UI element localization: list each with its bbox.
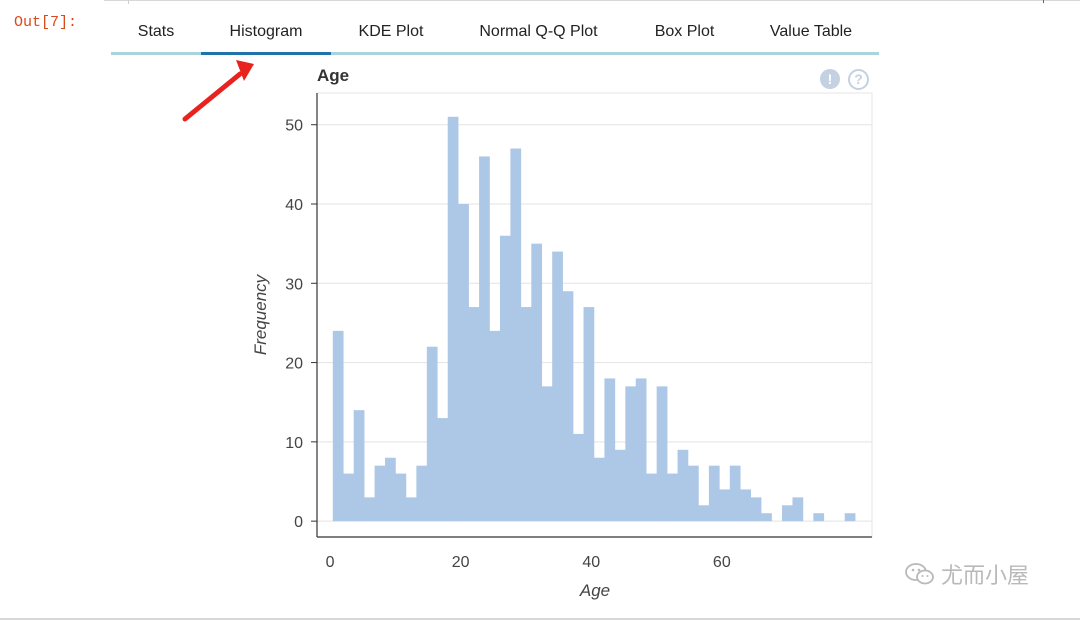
histogram-bar-44: [792, 497, 804, 522]
x-tick-label-3: 60: [713, 554, 731, 571]
red-edge-mark: [1043, 0, 1044, 3]
y-tick-label-4: 40: [285, 197, 303, 214]
watermark-text: 尤而小屋: [941, 563, 1030, 588]
y-tick-label-2: 20: [285, 356, 303, 373]
histogram-bar-5: [385, 457, 396, 522]
cell-top-border: [104, 0, 1080, 4]
y-tick-label-1: 10: [285, 435, 303, 452]
tab-normal-qq-plot[interactable]: Normal Q-Q Plot: [479, 23, 598, 40]
histogram-bar-18: [520, 307, 532, 522]
histogram-bar-4: [374, 465, 386, 522]
histogram-bar-26: [604, 378, 616, 522]
histogram-bar-17: [510, 148, 522, 522]
histogram-bar-7: [405, 497, 417, 522]
histogram-bar-9: [426, 346, 438, 522]
histogram-bar-23: [573, 433, 584, 522]
annotation-arrowhead: [236, 60, 254, 81]
watermark: 尤而小屋: [905, 558, 1029, 590]
tab-kde-plot[interactable]: KDE Plot: [358, 23, 424, 40]
histogram-bar-3: [364, 497, 375, 522]
histogram-bar-21: [552, 251, 563, 522]
histogram-bar-0: [332, 330, 344, 522]
histogram-bar-2: [353, 410, 365, 522]
histogram-bar-14: [479, 156, 490, 522]
histogram-bar-32: [667, 473, 678, 522]
histogram-bar-28: [625, 386, 637, 522]
tab-bar: Stats Histogram KDE Plot Normal Q-Q Plot…: [111, 14, 879, 55]
histogram-bar-20: [541, 386, 553, 522]
histogram-bar-8: [416, 465, 428, 522]
y-tick-label-5: 50: [285, 118, 303, 135]
histogram-bar-27: [614, 449, 626, 522]
y-axis-ticks: 0 10 20 30 40 50: [285, 118, 317, 531]
histogram-bar-25: [593, 457, 605, 522]
help-icon[interactable]: ?: [848, 69, 869, 90]
histogram-bar-33: [677, 449, 689, 522]
histogram-bar-15: [489, 330, 501, 522]
histogram-bar-46: [813, 513, 825, 522]
histogram-bar-13: [468, 307, 480, 522]
histogram-bar-36: [708, 465, 720, 522]
histogram-bar-34: [688, 465, 699, 522]
histogram-bar-31: [656, 386, 668, 522]
histogram-bar-19: [531, 243, 543, 522]
output-prompt: Out[7]:: [14, 14, 78, 31]
histogram-bar-6: [395, 473, 407, 522]
histogram-bar-38: [729, 465, 741, 522]
histogram-bar-24: [583, 307, 595, 522]
histogram-bar-30: [646, 473, 657, 522]
warning-icon[interactable]: !: [820, 69, 840, 89]
y-axis-label: Frequency: [251, 273, 270, 355]
tab-value-table[interactable]: Value Table: [769, 23, 853, 40]
histogram-bar-11: [447, 116, 459, 522]
histogram-bar-1: [343, 473, 354, 522]
y-tick-label-3: 30: [285, 276, 303, 293]
histogram-bar-43: [782, 505, 793, 522]
histogram-bar-37: [719, 489, 731, 522]
x-tick-label-0: 0: [326, 554, 335, 571]
annotation-arrow: [182, 71, 243, 122]
tab-stats[interactable]: Stats: [137, 23, 175, 40]
bars: [332, 116, 856, 522]
histogram-bar-41: [761, 513, 772, 522]
histogram-bar-29: [635, 378, 647, 522]
histogram-bar-35: [698, 505, 710, 522]
tab-box-plot[interactable]: Box Plot: [654, 23, 715, 40]
tab-histogram[interactable]: Histogram: [201, 14, 331, 55]
x-axis-label: Age: [579, 581, 610, 600]
histogram-bar-16: [499, 235, 511, 522]
histogram-bar-22: [562, 291, 574, 522]
x-tick-label-1: 20: [452, 554, 470, 571]
cell-bottom-border: [0, 618, 1080, 620]
histogram-bar-10: [437, 418, 449, 522]
histogram-bar-12: [458, 204, 469, 522]
wechat-icon: [905, 563, 934, 585]
chart-title: Age: [317, 66, 350, 85]
histogram-bar-49: [844, 513, 856, 522]
histogram-bar-39: [740, 489, 751, 522]
cell-divider-tick: [128, 0, 129, 4]
x-tick-label-2: 40: [582, 554, 600, 571]
y-tick-label-0: 0: [294, 514, 303, 531]
x-axis-ticks: 0 20 40 60: [326, 554, 731, 571]
histogram-bar-40: [750, 497, 762, 522]
